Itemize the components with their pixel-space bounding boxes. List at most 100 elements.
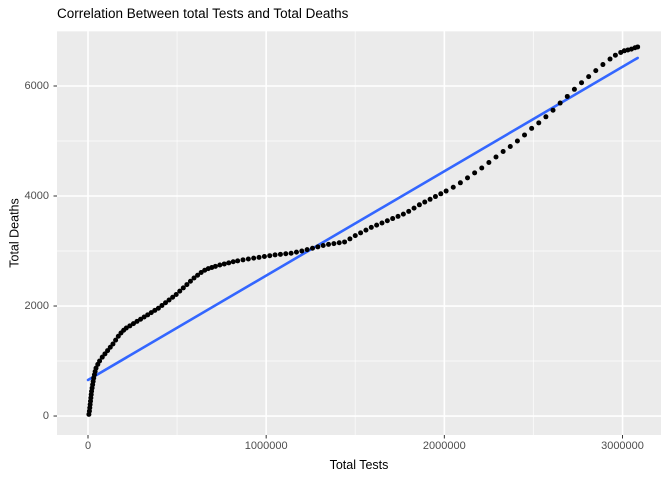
data-point xyxy=(152,307,158,313)
data-point xyxy=(465,175,471,181)
y-tick-label: 0 xyxy=(42,410,49,423)
data-point xyxy=(148,310,154,316)
data-point xyxy=(170,294,176,300)
data-point xyxy=(261,254,267,260)
data-point xyxy=(177,288,183,294)
data-point xyxy=(411,205,417,211)
data-point xyxy=(272,252,278,258)
data-point xyxy=(138,316,144,322)
data-point xyxy=(93,365,99,371)
data-point xyxy=(543,114,549,120)
data-point xyxy=(226,260,232,266)
x-tick-label: 0 xyxy=(84,440,92,452)
x-tick-label: 1000000 xyxy=(244,440,288,452)
data-point xyxy=(130,321,136,327)
data-point xyxy=(326,241,332,247)
data-point xyxy=(212,263,218,269)
data-point xyxy=(283,251,289,257)
data-point xyxy=(550,107,556,113)
data-point xyxy=(564,93,570,99)
data-point xyxy=(195,272,201,278)
data-point xyxy=(557,100,563,106)
data-point xyxy=(607,56,613,62)
data-point xyxy=(240,257,246,263)
data-point xyxy=(221,261,227,267)
data-point xyxy=(173,291,179,297)
data-point xyxy=(406,208,412,214)
data-point xyxy=(267,253,273,259)
data-point xyxy=(277,251,283,257)
data-point xyxy=(256,254,262,260)
data-point xyxy=(155,305,161,311)
data-point xyxy=(536,120,542,126)
data-point xyxy=(127,323,133,329)
data-point xyxy=(315,244,321,250)
data-point xyxy=(427,196,433,202)
data-point xyxy=(184,282,190,288)
data-point xyxy=(472,170,478,176)
data-point xyxy=(336,240,342,246)
data-point xyxy=(600,62,606,68)
data-point xyxy=(180,285,186,291)
data-point xyxy=(217,262,223,268)
data-point xyxy=(166,297,172,303)
data-point xyxy=(145,312,151,318)
data-point xyxy=(529,125,535,131)
x-axis-title: Total Tests xyxy=(329,458,389,472)
data-point xyxy=(342,239,348,245)
data-point xyxy=(134,318,140,324)
data-point xyxy=(507,144,513,150)
data-point xyxy=(163,300,169,306)
data-point xyxy=(293,249,299,255)
data-point xyxy=(390,216,396,222)
data-point xyxy=(443,188,449,194)
x-tick-label: 3000000 xyxy=(601,440,644,452)
data-point xyxy=(123,325,129,331)
chart-title: Correlation Between total Tests and Tota… xyxy=(57,6,349,21)
data-point xyxy=(579,80,585,86)
data-point xyxy=(450,184,456,190)
y-axis-title-text: Total Deaths xyxy=(8,198,23,268)
data-point xyxy=(374,222,380,228)
scatter-plot-svg xyxy=(53,30,661,439)
data-point xyxy=(320,243,326,249)
data-point xyxy=(191,275,197,281)
data-point xyxy=(288,250,294,256)
y-tick-label: 6000 xyxy=(24,80,49,92)
data-point xyxy=(395,213,401,219)
data-point xyxy=(486,159,492,165)
data-point xyxy=(400,211,406,217)
data-point xyxy=(438,191,444,197)
data-point xyxy=(304,247,310,253)
data-point xyxy=(347,236,353,242)
data-point xyxy=(358,230,364,236)
data-point xyxy=(352,233,358,239)
data-point xyxy=(198,269,204,275)
regression-line xyxy=(86,56,639,382)
data-point xyxy=(416,202,422,208)
data-point xyxy=(457,180,463,186)
data-point xyxy=(500,148,506,154)
data-point xyxy=(235,258,241,264)
y-tick-label: 4000 xyxy=(24,190,49,202)
data-point xyxy=(113,337,119,343)
data-point xyxy=(245,256,251,262)
y-tick-label: 2000 xyxy=(24,300,49,313)
data-point xyxy=(159,302,165,308)
data-point xyxy=(309,245,315,251)
data-point xyxy=(368,224,374,230)
data-point xyxy=(514,138,520,144)
data-point xyxy=(479,165,485,171)
data-point xyxy=(110,341,116,347)
data-point xyxy=(299,248,305,254)
data-point xyxy=(379,220,385,226)
data-point xyxy=(141,314,147,320)
x-tick-label: 2000000 xyxy=(422,440,466,452)
data-point xyxy=(432,194,438,200)
data-point xyxy=(635,44,641,50)
data-point xyxy=(187,278,193,284)
data-point xyxy=(593,68,599,74)
data-point xyxy=(331,241,337,247)
data-point xyxy=(422,199,428,205)
